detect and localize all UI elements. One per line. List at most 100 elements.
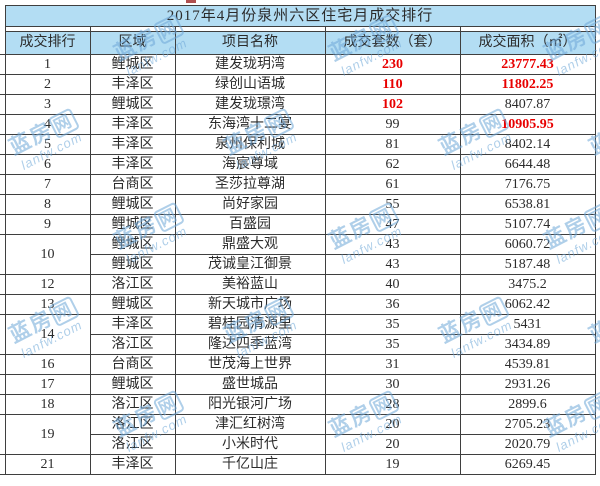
rank-cell: 8 xyxy=(4,194,91,215)
rank-cell: 1 xyxy=(4,54,91,75)
project-name-cell: 新天城市广场 xyxy=(174,294,326,315)
table-row: 16 台商区 世茂海上世界 31 4539.81 xyxy=(0,354,596,375)
area-cell: 10905.95 xyxy=(459,114,596,135)
district-cell: 鲤城区 xyxy=(89,54,176,75)
district-cell: 丰泽区 xyxy=(89,134,176,155)
units-cell: 31 xyxy=(324,354,461,375)
units-cell: 35 xyxy=(324,314,461,335)
units-cell: 20 xyxy=(324,434,461,455)
area-cell: 11802.25 xyxy=(459,74,596,95)
cropped-row-artifact xyxy=(186,0,196,3)
table-row: 洛江区 隆达四季蓝湾 35 3434.89 xyxy=(0,334,596,355)
table-row: 10 鲤城区 鼎盛大观 43 6060.72 xyxy=(0,234,596,275)
table-row: 14 丰泽区 碧桂园清源里 35 5431 xyxy=(0,314,596,355)
rank-cell: 18 xyxy=(4,394,91,415)
project-name-cell: 圣莎拉尊湖 xyxy=(174,174,326,195)
rank-cell: 13 xyxy=(4,294,91,315)
table-row: 13 鲤城区 新天城市广场 36 6062.42 xyxy=(0,294,596,315)
rank-cell: 17 xyxy=(4,374,91,395)
units-cell: 36 xyxy=(324,294,461,315)
rank-cell: 5 xyxy=(4,134,91,155)
district-cell: 洛江区 xyxy=(89,334,176,355)
units-cell: 230 xyxy=(324,54,461,75)
project-name-cell: 东海湾十二宴 xyxy=(174,114,326,135)
header-row: 成交排行 区域 项目名称 成交套数（套） 成交面积（㎡） xyxy=(0,31,596,55)
district-cell: 鲤城区 xyxy=(89,234,176,255)
table-row: 1 鲤城区 建发珑玥湾 230 23777.43 xyxy=(0,54,596,75)
area-cell: 2705.23 xyxy=(459,414,596,435)
table-row: 4 丰泽区 东海湾十二宴 99 10905.95 xyxy=(0,114,596,135)
units-cell: 43 xyxy=(324,254,461,275)
project-name-cell: 碧桂园清源里 xyxy=(174,314,326,335)
project-name-cell: 百盛园 xyxy=(174,214,326,235)
district-cell: 鲤城区 xyxy=(89,254,176,275)
area-cell: 4539.81 xyxy=(459,354,596,375)
rank-cell: 2 xyxy=(4,74,91,95)
units-cell: 55 xyxy=(324,194,461,215)
units-cell: 102 xyxy=(324,94,461,115)
table-row: 鲤城区 茂诚皇江御景 43 5187.48 xyxy=(0,254,596,275)
project-name-cell: 阳光银河广场 xyxy=(174,394,326,415)
units-cell: 19 xyxy=(324,454,461,475)
district-cell: 鲤城区 xyxy=(89,294,176,315)
area-cell: 7176.75 xyxy=(459,174,596,195)
rank-cell: 3 xyxy=(4,94,91,115)
table-row: 2 丰泽区 绿创山语城 110 11802.25 xyxy=(0,74,596,95)
district-cell: 丰泽区 xyxy=(89,154,176,175)
column-header-units: 成交套数（套） xyxy=(324,31,461,55)
units-cell: 110 xyxy=(324,74,461,95)
table-row: 3 鲤城区 建发珑璟湾 102 8407.87 xyxy=(0,94,596,115)
units-cell: 30 xyxy=(324,374,461,395)
area-cell: 6644.48 xyxy=(459,154,596,175)
district-cell: 洛江区 xyxy=(89,414,176,435)
area-cell: 3475.2 xyxy=(459,274,596,295)
area-cell: 3434.89 xyxy=(459,334,596,355)
table-row: 7 台商区 圣莎拉尊湖 61 7176.75 xyxy=(0,174,596,195)
units-cell: 62 xyxy=(324,154,461,175)
project-name-cell: 建发珑璟湾 xyxy=(174,94,326,115)
table-row: 17 鲤城区 盛世城品 30 2931.26 xyxy=(0,374,596,395)
district-cell: 丰泽区 xyxy=(89,74,176,95)
table-title: 2017年4月份泉州六区住宅月成交排行 xyxy=(4,5,596,27)
rank-cell: 6 xyxy=(4,154,91,175)
table-row: 12 洛江区 美裕蓝山 40 3475.2 xyxy=(0,274,596,295)
project-name-cell: 盛世城品 xyxy=(174,374,326,395)
area-cell: 5107.74 xyxy=(459,214,596,235)
rank-cell: 16 xyxy=(4,354,91,375)
rank-cell-merged: 10 xyxy=(4,234,91,275)
district-cell: 鲤城区 xyxy=(89,94,176,115)
project-name-cell: 津汇红树湾 xyxy=(174,414,326,435)
rank-cell: 12 xyxy=(4,274,91,295)
district-cell: 鲤城区 xyxy=(89,214,176,235)
area-cell: 6538.81 xyxy=(459,194,596,215)
units-cell: 43 xyxy=(324,234,461,255)
table-row: 洛江区 小米时代 20 2020.79 xyxy=(0,434,596,455)
project-name-cell: 茂诚皇江御景 xyxy=(174,254,326,275)
area-cell: 8402.14 xyxy=(459,134,596,155)
table-title-row: 2017年4月份泉州六区住宅月成交排行 xyxy=(0,5,596,27)
project-name-cell: 隆达四季蓝湾 xyxy=(174,334,326,355)
units-cell: 81 xyxy=(324,134,461,155)
project-name-cell: 尚好家园 xyxy=(174,194,326,215)
district-cell: 鲤城区 xyxy=(89,194,176,215)
district-cell: 丰泽区 xyxy=(89,454,176,475)
table-row: 18 洛江区 阳光银河广场 28 2899.6 xyxy=(0,394,596,415)
area-cell: 2931.26 xyxy=(459,374,596,395)
units-cell: 47 xyxy=(324,214,461,235)
project-name-cell: 小米时代 xyxy=(174,434,326,455)
units-cell: 99 xyxy=(324,114,461,135)
area-cell: 2899.6 xyxy=(459,394,596,415)
area-cell: 6060.72 xyxy=(459,234,596,255)
units-cell: 61 xyxy=(324,174,461,195)
project-name-cell: 绿创山语城 xyxy=(174,74,326,95)
area-cell: 6062.42 xyxy=(459,294,596,315)
project-name-cell: 千亿山庄 xyxy=(174,454,326,475)
district-cell: 洛江区 xyxy=(89,434,176,455)
area-cell: 2020.79 xyxy=(459,434,596,455)
project-name-cell: 建发珑玥湾 xyxy=(174,54,326,75)
rank-cell-merged: 19 xyxy=(4,414,91,455)
area-cell: 5431 xyxy=(459,314,596,335)
table-row: 5 丰泽区 泉州保利城 81 8402.14 xyxy=(0,134,596,155)
area-cell: 8407.87 xyxy=(459,94,596,115)
